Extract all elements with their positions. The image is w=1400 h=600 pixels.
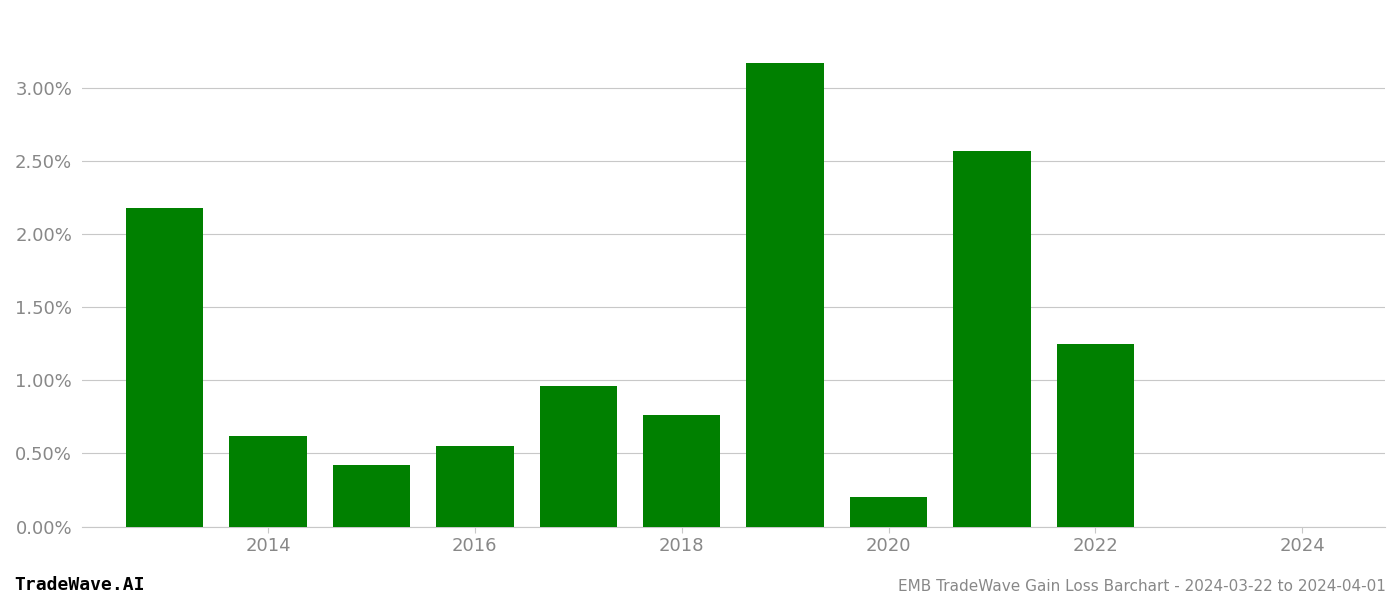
Bar [539, 386, 617, 527]
Bar [333, 465, 410, 527]
Text: EMB TradeWave Gain Loss Barchart - 2024-03-22 to 2024-04-01: EMB TradeWave Gain Loss Barchart - 2024-… [899, 579, 1386, 594]
Bar [230, 436, 307, 527]
Bar [643, 415, 721, 527]
Bar [850, 497, 927, 527]
Bar [746, 63, 825, 527]
Text: TradeWave.AI: TradeWave.AI [14, 576, 144, 594]
Bar [1057, 344, 1134, 527]
Bar [435, 446, 514, 527]
Bar [953, 151, 1030, 527]
Bar [126, 208, 203, 527]
